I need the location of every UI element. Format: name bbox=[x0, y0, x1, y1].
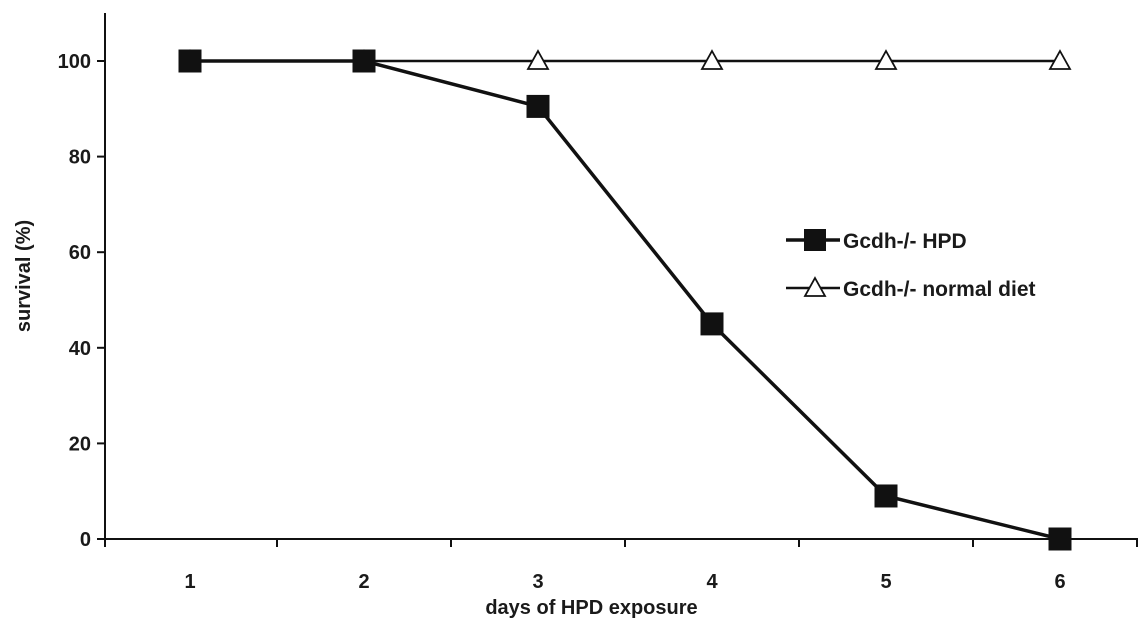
point-hpd-day-3 bbox=[526, 94, 550, 118]
point-normal-day-5 bbox=[874, 49, 898, 70]
series-layer bbox=[178, 49, 1072, 551]
y-ticks: 0 20 40 60 80 100 bbox=[58, 51, 105, 551]
x-axis-title: days of HPD exposure bbox=[485, 597, 697, 619]
y-tick-label-80: 80 bbox=[69, 147, 91, 169]
point-hpd-day-6 bbox=[1048, 527, 1072, 551]
series-line-0 bbox=[190, 59, 1061, 541]
y-tick-label-60: 60 bbox=[69, 242, 91, 264]
x-tick-label-4: 4 bbox=[706, 571, 718, 593]
x-ticks: 1 2 3 4 5 6 bbox=[104, 539, 1138, 593]
axes bbox=[104, 13, 1138, 540]
point-normal-day-6 bbox=[1048, 49, 1072, 70]
legend-marker-square bbox=[804, 229, 826, 251]
legend-label-hpd: Gcdh-/- HPD bbox=[843, 230, 967, 253]
x-tick-label-2: 2 bbox=[358, 571, 369, 593]
legend-item-normal-diet: Gcdh-/- normal diet bbox=[786, 276, 1036, 301]
y-axis-title: survival (%) bbox=[13, 220, 35, 332]
point-normal-day-4 bbox=[700, 49, 724, 70]
x-tick-label-5: 5 bbox=[880, 571, 891, 593]
y-tick-label-100: 100 bbox=[58, 51, 91, 73]
point-hpd-day-1 bbox=[178, 49, 202, 73]
y-tick-label-40: 40 bbox=[69, 338, 91, 360]
point-hpd-day-4 bbox=[700, 312, 724, 336]
point-hpd-day-5 bbox=[874, 484, 898, 508]
y-tick-label-20: 20 bbox=[69, 433, 91, 455]
legend: Gcdh-/- HPD Gcdh-/- normal diet bbox=[786, 229, 1036, 301]
point-normal-day-3 bbox=[526, 49, 550, 70]
x-tick-label-6: 6 bbox=[1054, 571, 1065, 593]
series-0 bbox=[178, 49, 1072, 551]
legend-marker-triangle bbox=[803, 276, 827, 297]
x-tick-label-1: 1 bbox=[184, 571, 195, 593]
legend-item-hpd: Gcdh-/- HPD bbox=[786, 229, 967, 253]
legend-label-normal-diet: Gcdh-/- normal diet bbox=[843, 278, 1036, 301]
x-tick-label-3: 3 bbox=[532, 571, 543, 593]
point-hpd-day-2 bbox=[352, 49, 376, 73]
y-tick-label-0: 0 bbox=[80, 529, 91, 551]
